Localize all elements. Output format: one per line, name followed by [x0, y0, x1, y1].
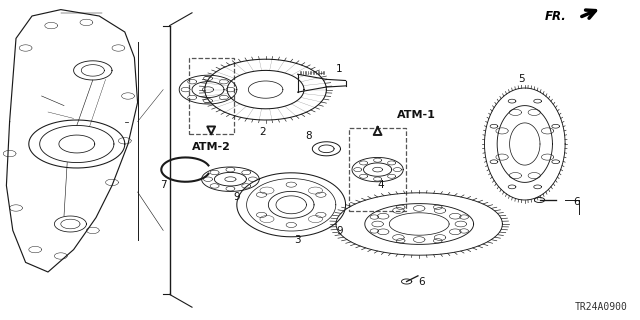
Text: ATM-2: ATM-2	[192, 142, 230, 152]
Text: FR.: FR.	[545, 10, 566, 22]
Bar	[189, 58, 234, 134]
Text: 5: 5	[518, 74, 525, 84]
Bar	[349, 128, 406, 211]
Text: TR24A0900: TR24A0900	[574, 302, 627, 312]
Text: 2: 2	[259, 127, 266, 137]
Text: ATM-1: ATM-1	[397, 110, 435, 120]
Text: 9: 9	[234, 192, 240, 202]
Text: 8: 8	[305, 131, 312, 141]
Text: 9: 9	[336, 226, 342, 236]
Text: 3: 3	[294, 235, 301, 244]
Text: 6: 6	[573, 197, 579, 207]
Text: 4: 4	[378, 180, 384, 190]
Text: 7: 7	[160, 180, 166, 190]
Text: 6: 6	[418, 277, 424, 287]
Text: 1: 1	[336, 64, 342, 74]
